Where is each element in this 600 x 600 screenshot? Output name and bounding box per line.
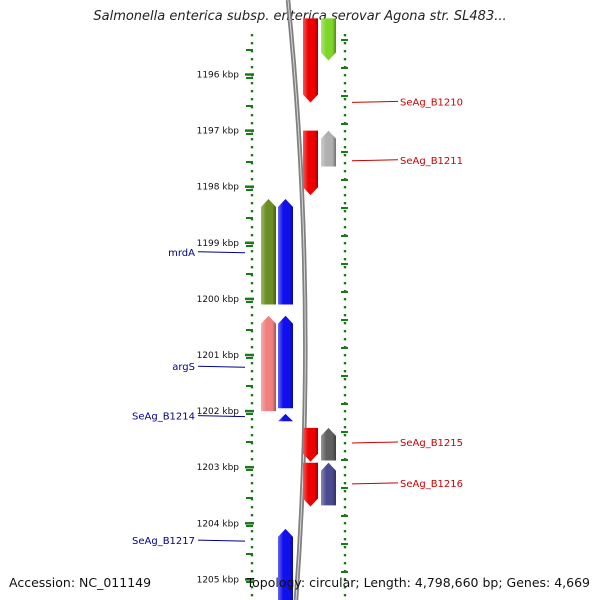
- gene-leader-line: [351, 441, 399, 444]
- gene-leader-line: [197, 251, 246, 254]
- backbone-highlight: [287, 0, 306, 600]
- feature-dark-gray-b1215: [321, 427, 336, 461]
- gene-leader-line: [351, 159, 399, 162]
- feature-red-b1209: [303, 18, 318, 103]
- scale-tick-label: 1202 kbp: [197, 407, 240, 417]
- feature-blue-b1217: [278, 528, 293, 600]
- gene-leader-line: [197, 365, 246, 368]
- scale-tick-label: 1197 kbp: [197, 127, 240, 137]
- gene-leader-line: [351, 100, 399, 103]
- feature-green-top: [321, 18, 336, 61]
- gene-leader-line: [197, 539, 246, 542]
- scale-tick-label: 1201 kbp: [197, 351, 240, 361]
- gene-label: SeAg_B1215: [400, 438, 463, 449]
- feature-blue-mrda: [278, 199, 293, 305]
- scale-tick-label: 1205 kbp: [197, 575, 240, 585]
- gene-label: SeAg_B1217: [132, 536, 195, 547]
- feature-olive-mrda: [261, 199, 276, 305]
- map-title: Salmonella enterica subsp. enterica sero…: [93, 9, 507, 24]
- gene-label: mrdA: [168, 248, 195, 259]
- scale-tick-label: 1200 kbp: [197, 295, 240, 305]
- genome-summary-label: Topology: circular; Length: 4,798,660 bp…: [246, 575, 590, 590]
- gene-label: SeAg_B1210: [400, 97, 463, 108]
- scale-tick-label: 1199 kbp: [197, 239, 240, 249]
- scale-tick-label: 1196 kbp: [197, 71, 240, 81]
- gene-label: argS: [172, 362, 195, 373]
- gene-leader-line: [351, 482, 399, 485]
- accession-label: Accession: NC_011149: [9, 575, 152, 590]
- feature-pink-args: [261, 315, 276, 412]
- feature-red-b1211: [303, 130, 318, 196]
- gene-label: SeAg_B1211: [400, 156, 463, 167]
- scale-tick-label: 1198 kbp: [197, 183, 240, 193]
- feature-blue-args: [278, 315, 293, 409]
- gene-label: SeAg_B1214: [132, 412, 195, 423]
- feature-purple-b1216: [321, 462, 336, 506]
- scale-tick-label: 1203 kbp: [197, 463, 240, 473]
- scale-tick-label: 1204 kbp: [197, 519, 240, 529]
- feature-blue-b1214: [278, 413, 293, 422]
- feature-gray-b1211: [321, 130, 336, 167]
- gene-leader-line: [197, 415, 246, 418]
- gene-label: SeAg_B1216: [400, 479, 463, 490]
- feature-red-b1216: [303, 462, 318, 507]
- feature-red-b1215: [303, 427, 318, 462]
